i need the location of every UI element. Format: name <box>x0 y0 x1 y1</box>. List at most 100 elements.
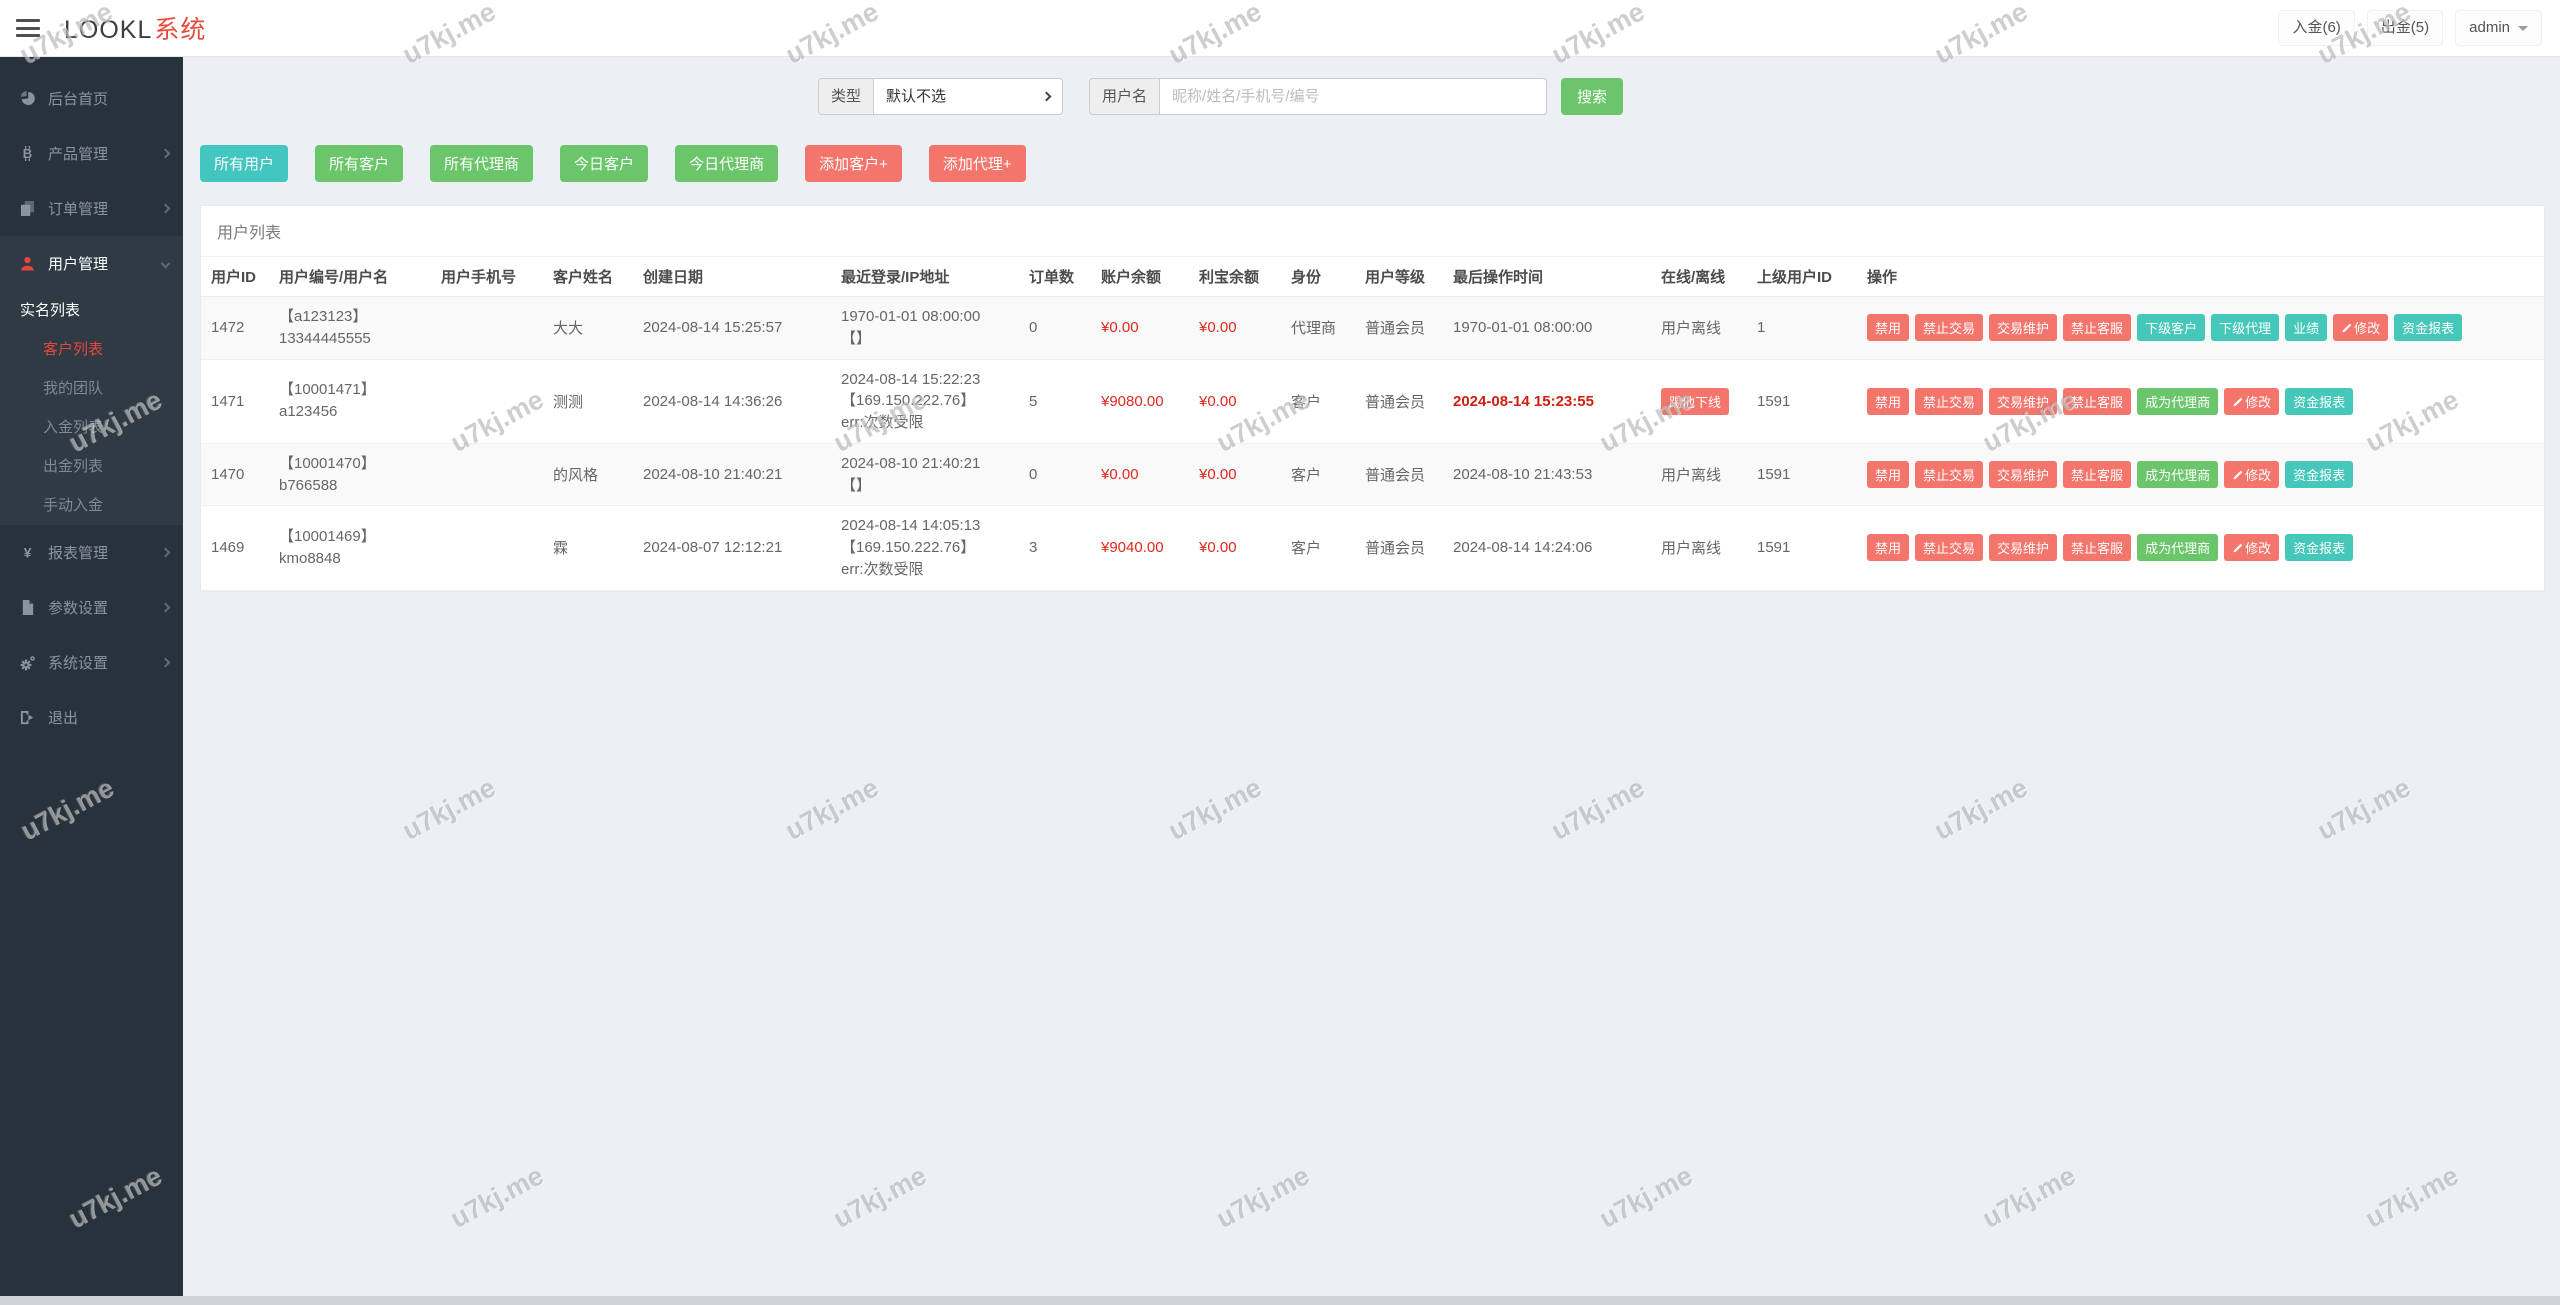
table-header-row: 用户ID 用户编号/用户名 用户手机号 客户姓名 创建日期 最近登录/IP地址 订单数 账户余… <box>201 257 2544 297</box>
horizontal-scrollbar[interactable] <box>0 1296 2560 1305</box>
type-label: 类型 <box>818 78 874 115</box>
user-no-cell: 【10001469】 kmo8848 <box>269 505 431 591</box>
action-button-交易维护[interactable]: 交易维护 <box>1989 461 2058 488</box>
last-login-line: 2024-08-10 21:40:21 <box>841 454 981 472</box>
action-button-禁用[interactable]: 禁用 <box>1867 534 1910 562</box>
column-header: 上级用户ID <box>1747 257 1857 297</box>
sidebar-item-用户管理[interactable]: 用户管理 <box>0 236 183 291</box>
action-button-成为代理商[interactable]: 成为代理商 <box>2137 387 2219 415</box>
action-button-交易维护[interactable]: 交易维护 <box>1989 534 2058 562</box>
action-button-交易维护[interactable]: 交易维护 <box>1989 387 2058 415</box>
last-login-line: 【169.150.222.76】 <box>841 539 976 556</box>
action-button-禁止交易[interactable]: 禁止交易 <box>1915 314 1984 342</box>
online-cell: 踢他下线 <box>1651 359 1747 444</box>
action-button-修改[interactable]: 修改 <box>2224 387 2280 415</box>
customer-name-cell: 的风格 <box>543 443 633 507</box>
action-button-修改[interactable]: 修改 <box>2333 314 2389 342</box>
sidebar-subitem-入金列表[interactable]: 入金列表 <box>43 419 104 436</box>
created-cell: 2024-08-14 14:36:26 <box>633 359 831 444</box>
last-login-line: 【】 <box>841 476 872 494</box>
last-login-line: 2024-08-14 15:22:23 <box>841 370 981 388</box>
level-cell: 普通会员 <box>1355 505 1443 591</box>
balance-cell: ¥9080.00 <box>1091 359 1189 444</box>
sidebar-group-3: 用户管理实名列表客户列表我的团队入金列表出金列表手动入金 <box>0 236 183 525</box>
search-button[interactable]: 搜索 <box>1561 78 1624 115</box>
today-customers-button[interactable]: 今日客户 <box>560 145 649 182</box>
sidebar-item-退出[interactable]: 退出 <box>0 690 183 745</box>
action-button-禁用[interactable]: 禁用 <box>1867 461 1910 488</box>
sidebar-subitem-手动入金[interactable]: 手动入金 <box>43 497 104 514</box>
orders-icon <box>16 201 39 216</box>
action-button-禁止客服[interactable]: 禁止客服 <box>2063 461 2132 488</box>
column-header: 操作 <box>1857 257 2544 297</box>
action-button-成为代理商[interactable]: 成为代理商 <box>2137 534 2219 562</box>
action-button-禁止客服[interactable]: 禁止客服 <box>2063 387 2132 415</box>
parent-id-cell: 1591 <box>1747 443 1857 507</box>
sidebar-item-label: 参数设置 <box>48 600 109 617</box>
action-button-业绩[interactable]: 业绩 <box>2285 314 2328 342</box>
user-no-line: 【10001471】 <box>279 381 376 399</box>
phone-cell <box>431 505 543 591</box>
chevron-right-icon <box>160 602 171 613</box>
all-customers-button[interactable]: 所有客户 <box>315 145 404 182</box>
action-button-资金报表[interactable]: 资金报表 <box>2285 534 2354 562</box>
document-icon <box>16 600 39 615</box>
kick-offline-button[interactable]: 踢他下线 <box>1661 387 1730 415</box>
action-button-禁用[interactable]: 禁用 <box>1867 314 1910 342</box>
sidebar-item-系统设置[interactable]: 系统设置 <box>0 635 183 690</box>
deposit-button[interactable]: 入金(6) <box>2278 10 2355 46</box>
withdraw-button[interactable]: 出金(5) <box>2366 10 2444 46</box>
last-login-line: 【】 <box>841 329 872 347</box>
online-cell: 用户离线 <box>1651 505 1747 591</box>
parent-id-cell: 1591 <box>1747 359 1857 444</box>
sidebar-item-参数设置[interactable]: 参数设置 <box>0 580 183 635</box>
toolbar: 所有用户 所有客户 所有代理商 今日客户 今日代理商 添加客户+ 添加代理+ <box>200 145 1026 182</box>
hamburger-icon[interactable] <box>16 19 40 37</box>
all-users-button[interactable]: 所有用户 <box>200 145 289 182</box>
libao-balance-cell: ¥0.00 <box>1189 359 1281 444</box>
action-button-禁用[interactable]: 禁用 <box>1867 387 1910 415</box>
action-button-修改[interactable]: 修改 <box>2224 534 2280 562</box>
last-login-line: err:次数受限 <box>841 560 924 578</box>
action-button-下级代理[interactable]: 下级代理 <box>2211 314 2280 342</box>
sidebar-item-产品管理[interactable]: B 产品管理 <box>0 126 183 181</box>
sidebar-subitem-客户列表[interactable]: 客户列表 <box>43 341 104 358</box>
username-input[interactable] <box>1159 78 1548 115</box>
libao-balance-cell: ¥0.00 <box>1189 505 1281 591</box>
action-button-成为代理商[interactable]: 成为代理商 <box>2137 461 2219 488</box>
chevron-right-icon <box>160 148 171 159</box>
last-login-line: 1970-01-01 08:00:00 <box>841 308 981 325</box>
role-cell: 客户 <box>1281 443 1355 507</box>
add-agent-button[interactable]: 添加代理+ <box>928 145 1026 182</box>
column-header: 客户姓名 <box>543 257 633 297</box>
action-button-资金报表[interactable]: 资金报表 <box>2394 314 2463 342</box>
action-button-资金报表[interactable]: 资金报表 <box>2285 461 2354 488</box>
action-button-禁止客服[interactable]: 禁止客服 <box>2063 534 2132 562</box>
action-button-资金报表[interactable]: 资金报表 <box>2285 387 2354 415</box>
customer-name-cell: 测测 <box>543 359 633 444</box>
sidebar-item-后台首页[interactable]: 后台首页 <box>0 71 183 126</box>
action-button-禁止交易[interactable]: 禁止交易 <box>1915 387 1984 415</box>
type-select[interactable]: 默认不选 <box>873 78 1064 115</box>
sidebar-subitem-出金列表[interactable]: 出金列表 <box>43 458 104 475</box>
action-button-下级客户[interactable]: 下级客户 <box>2137 314 2206 342</box>
sidebar-subitem-我的团队[interactable]: 我的团队 <box>43 380 104 397</box>
add-customer-button[interactable]: 添加客户+ <box>805 145 902 182</box>
action-button-禁止客服[interactable]: 禁止客服 <box>2063 314 2132 342</box>
action-button-交易维护[interactable]: 交易维护 <box>1989 314 2058 342</box>
today-agents-button[interactable]: 今日代理商 <box>675 145 779 182</box>
action-button-禁止交易[interactable]: 禁止交易 <box>1915 534 1984 562</box>
sidebar-subitem-实名列表[interactable]: 实名列表 <box>20 302 81 319</box>
type-select-value: 默认不选 <box>886 88 947 105</box>
user-no-line: a123456 <box>279 403 338 421</box>
action-button-修改[interactable]: 修改 <box>2224 461 2280 488</box>
action-button-禁止交易[interactable]: 禁止交易 <box>1915 461 1984 488</box>
sidebar-item-报表管理[interactable]: ¥ 报表管理 <box>0 525 183 580</box>
all-agents-button[interactable]: 所有代理商 <box>430 145 534 182</box>
admin-dropdown[interactable]: admin <box>2455 10 2542 46</box>
actions-cell: 禁用 禁止交易 交易维护 禁止客服 下级客户 下级代理 业绩 修改 资金报表 <box>1857 296 2544 360</box>
brand-suffix: 系统 <box>154 16 207 44</box>
user-table: 用户ID 用户编号/用户名 用户手机号 客户姓名 创建日期 最近登录/IP地址 订单数 账户余… <box>201 257 2544 591</box>
libao-balance-cell: ¥0.00 <box>1189 443 1281 507</box>
sidebar-item-订单管理[interactable]: 订单管理 <box>0 181 183 236</box>
